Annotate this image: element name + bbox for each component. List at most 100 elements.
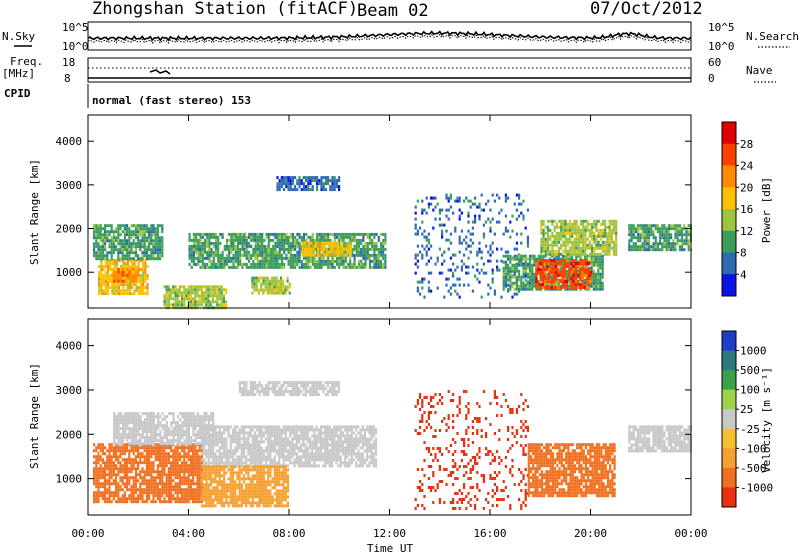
heatmap-cell <box>203 250 207 254</box>
heatmap-cell <box>568 287 571 291</box>
heatmap-cell <box>176 424 180 428</box>
heatmap-cell <box>507 287 510 291</box>
heatmap-cell <box>154 433 158 437</box>
heatmap-cell <box>143 500 146 504</box>
heatmap-cell <box>320 259 323 263</box>
heatmap-cell <box>561 277 564 281</box>
heatmap-cell <box>584 243 587 247</box>
heatmap-cell <box>154 248 157 252</box>
heatmap-cell <box>113 421 116 425</box>
heatmap-cell <box>201 262 204 266</box>
heatmap-cell <box>672 227 675 231</box>
heatmap-cell <box>172 412 175 416</box>
heatmap-cell <box>303 253 306 257</box>
heatmap-cell <box>610 222 613 226</box>
heatmap-cell <box>190 436 193 440</box>
heatmap-cell <box>551 263 554 267</box>
heatmap-cell <box>676 227 679 231</box>
heatmap-cell <box>597 252 600 256</box>
heatmap-cell <box>311 256 314 260</box>
heatmap-cell <box>421 277 424 281</box>
heatmap-cell <box>117 251 120 255</box>
heatmap-cell <box>366 253 369 257</box>
heatmap-cell <box>575 237 578 241</box>
heatmap-cell <box>544 237 547 241</box>
heatmap-cell <box>167 297 170 301</box>
heatmap-cell <box>253 288 256 292</box>
heatmap-cell <box>539 262 542 266</box>
heatmap-cell <box>126 242 129 246</box>
heatmap-cell <box>203 256 207 260</box>
heatmap-cell <box>194 473 197 477</box>
heatmap-cell <box>568 246 572 250</box>
heatmap-cell <box>247 259 251 263</box>
heatmap-cell <box>278 247 281 251</box>
heatmap-cell <box>132 485 135 489</box>
heatmap-cell <box>220 434 224 438</box>
heatmap-cell <box>546 280 549 284</box>
heatmap-cell <box>134 245 137 249</box>
heatmap-cell <box>531 263 534 267</box>
heatmap-cell <box>342 244 345 248</box>
heatmap-cell <box>156 449 159 453</box>
heatmap-cell <box>167 300 170 304</box>
heatmap-cell <box>134 500 137 504</box>
heatmap-cell <box>588 271 591 275</box>
heatmap-cell <box>179 433 182 437</box>
heatmap-cell <box>121 436 125 440</box>
heatmap-cell <box>217 259 220 263</box>
heatmap-cell <box>377 253 380 257</box>
heatmap-cell <box>546 287 549 291</box>
heatmap-cell <box>279 279 283 283</box>
heatmap-cell <box>328 244 331 248</box>
heatmap-cell <box>563 265 566 269</box>
heatmap-cell <box>203 265 207 269</box>
heatmap-cell <box>544 271 547 275</box>
heatmap-cell <box>218 434 221 438</box>
heatmap-cell <box>255 276 258 280</box>
heatmap-cell <box>285 241 288 245</box>
heatmap-cell <box>634 242 637 246</box>
heatmap-cell <box>318 232 321 236</box>
heatmap-cell <box>438 271 441 275</box>
heatmap-cell <box>121 224 124 228</box>
heatmap-cell <box>533 284 536 288</box>
heatmap-cell <box>206 265 209 269</box>
heatmap-cell <box>156 464 159 468</box>
heatmap-cell <box>192 467 195 471</box>
heatmap-cell <box>509 220 512 224</box>
heatmap-cell <box>143 442 147 446</box>
heatmap-cell <box>599 257 602 261</box>
heatmap-cell <box>161 461 164 465</box>
heatmap-cell <box>379 250 383 254</box>
heatmap-cell <box>115 265 118 269</box>
heatmap-cell <box>301 253 304 257</box>
heatmap-cell <box>560 246 563 250</box>
heatmap-cell <box>123 458 126 462</box>
heatmap-cell <box>555 271 558 275</box>
heatmap-cell <box>650 248 653 252</box>
heatmap-cell <box>592 275 595 279</box>
heatmap-cell <box>210 259 213 263</box>
heatmap-cell <box>161 476 164 480</box>
heatmap-cell <box>283 179 286 183</box>
heatmap-cell <box>203 241 207 245</box>
heatmap-cell <box>471 232 474 236</box>
heatmap-cell <box>557 219 561 223</box>
heatmap-cell <box>327 259 330 263</box>
heatmap-cell <box>269 256 273 260</box>
heatmap-cell <box>553 240 556 244</box>
heatmap-cell <box>223 262 226 266</box>
heatmap-cell <box>203 440 206 444</box>
heatmap-cell <box>134 497 137 501</box>
heatmap-cell <box>110 245 113 249</box>
heatmap-cell <box>95 497 98 501</box>
heatmap-cell <box>610 234 613 238</box>
heatmap-cell <box>318 250 321 254</box>
heatmap-cell <box>205 452 208 456</box>
heatmap-cell <box>360 265 363 269</box>
heatmap-cell <box>529 284 532 288</box>
heatmap-cell <box>165 461 168 465</box>
heatmap-cell <box>194 488 197 492</box>
heatmap-cell <box>548 260 551 264</box>
